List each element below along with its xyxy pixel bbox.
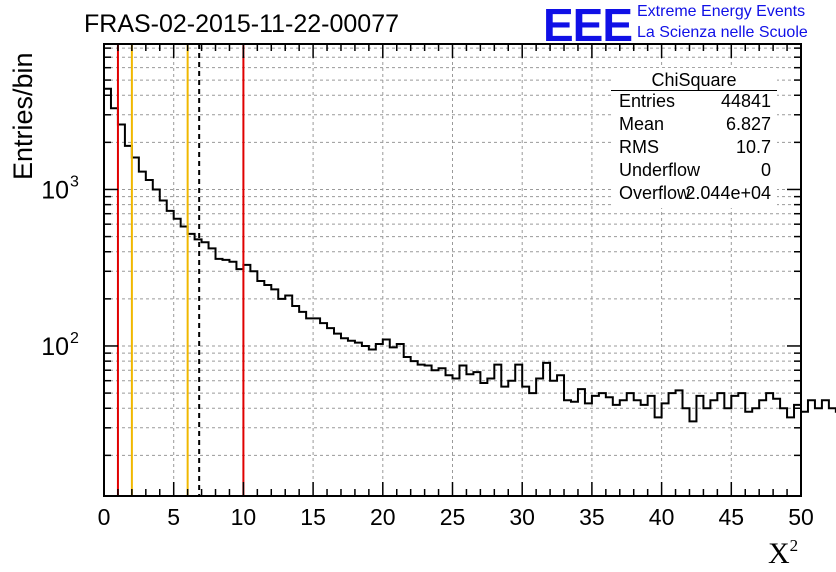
x-tick-label: 10 [231,504,257,530]
stats-row-underflow: Underflow 0 [619,160,771,182]
stats-label: RMS [619,137,659,157]
y-tick-label-exponent: 2 [70,330,79,347]
x-tick-label: 5 [167,504,180,530]
stats-label: Entries [619,91,676,111]
x-axis-label-base: X [768,537,790,570]
y-tick-label-exponent: 3 [70,173,79,190]
x-tick-label: 45 [719,504,745,530]
x-tick-label: 25 [440,504,466,530]
stats-value: 6.827 [725,114,771,134]
x-tick-label: 15 [300,504,326,530]
stats-row-mean: Mean 6.827 [619,114,771,136]
stats-value: 2.044e+04 [685,183,771,203]
stats-label: Overflow [619,183,691,203]
x-axis-label-sup: 2 [789,536,799,555]
histogram-series [104,87,836,423]
histogram-step-line [104,87,836,423]
logo-line-1: Extreme Energy Events [637,3,806,20]
stats-divider [611,90,777,91]
x-tick-label: 30 [509,504,535,530]
x-tick-label: 35 [579,504,605,530]
stats-label: Underflow [619,160,701,180]
eee-logo: EEE [543,0,633,51]
stats-row-overflow: Overflow 2.044e+04 [619,183,771,205]
x-tick-label: 20 [370,504,396,530]
stats-row-entries: Entries 44841 [619,91,771,113]
stats-row-rms: RMS 10.7 [619,137,771,159]
y-tick-label: 10 [41,176,69,204]
stats-value: 44841 [720,91,771,111]
stats-value: 0 [760,160,771,180]
chart-title: FRAS-02-2015-11-22-00077 [84,10,400,38]
x-axis-label: X2 [768,536,798,571]
y-axis-label: Entries/bin [8,52,38,180]
stats-label: Mean [619,114,665,134]
marker-lines [116,44,245,496]
stats-box: ChiSquare Entries 44841 Mean 6.827 RMS 1… [611,68,777,208]
logo-line-2: La Scienza nelle Scuole [637,24,808,41]
x-tick-label: 0 [98,504,111,530]
x-tick-label: 50 [788,504,814,530]
x-tick-label: 40 [649,504,675,530]
axes [103,43,802,497]
y-tick-label: 10 [41,333,69,361]
stats-name: ChiSquare [651,70,737,90]
stats-value: 10.7 [735,137,771,157]
